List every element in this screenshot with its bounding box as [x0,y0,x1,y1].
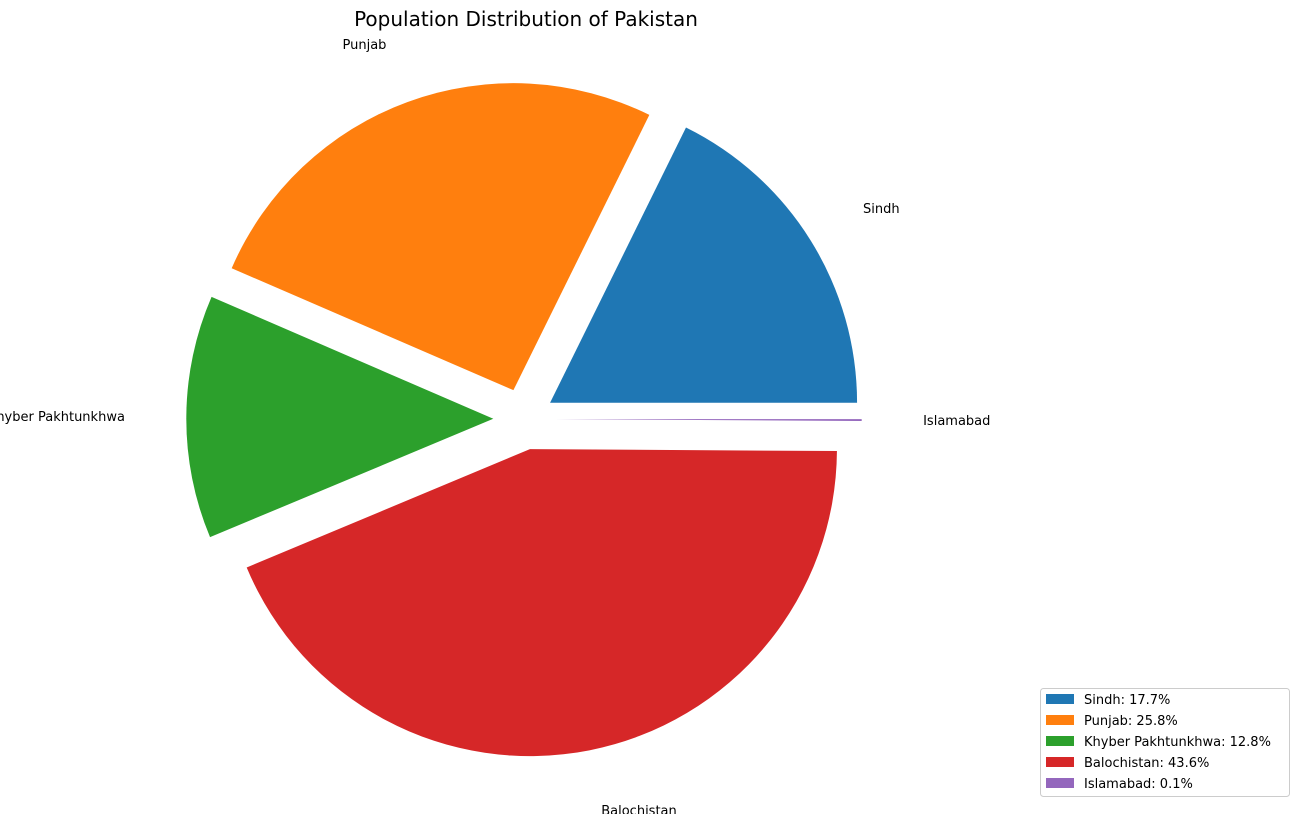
legend: Sindh: 17.7% Punjab: 25.8% Khyber Pakhtunk… [1040,688,1290,797]
pie-slices [186,83,862,757]
slice-label-islamabad: Islamabad [923,414,990,429]
slice-label-punjab: Punjab [343,38,387,53]
slice-balochistan [246,449,837,757]
slice-punjab [231,83,650,391]
legend-swatch-sindh [1046,694,1074,704]
legend-label-punjab: Punjab: 25.8% [1084,714,1178,729]
slice-label-balochistan: Balochistan [601,804,677,814]
legend-label-sindh: Sindh: 17.7% [1084,693,1170,708]
legend-label-islamabad: Islamabad: 0.1% [1084,777,1193,792]
legend-frame [1040,688,1290,797]
slice-label-sindh: Sindh [863,202,900,217]
legend-swatch-khyber-pakhtunkhwa [1046,736,1074,746]
legend-swatch-punjab [1046,715,1074,725]
legend-label-balochistan: Balochistan: 43.6% [1084,756,1209,771]
legend-label-khyber-pakhtunkhwa: Khyber Pakhtunkhwa: 12.8% [1084,735,1271,750]
pie-labels: Sindh Punjab Khyber Pakhtunkhwa Balochistan… [0,38,990,814]
legend-swatch-islamabad [1046,778,1074,788]
slice-label-khyber-pakhtunkhwa: Khyber Pakhtunkhwa [0,410,125,425]
legend-swatch-balochistan [1046,757,1074,767]
slice-islamabad [554,419,862,422]
slice-sindh [550,127,858,403]
slice-khyber-pakhtunkhwa [186,296,494,538]
chart-title: Population Distribution of Pakistan [354,7,698,31]
